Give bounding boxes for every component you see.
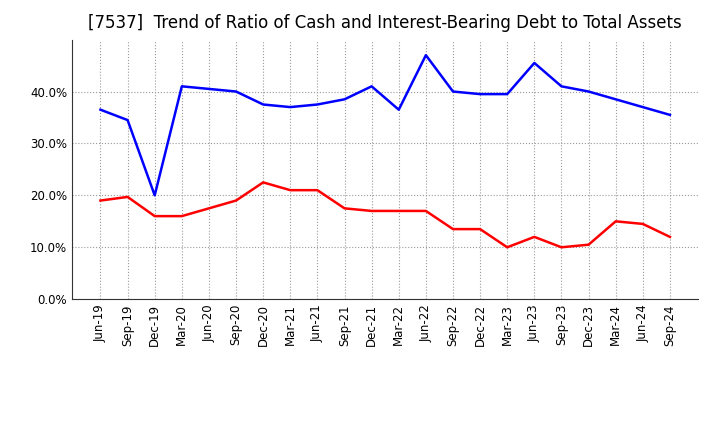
Cash <box>178 213 186 219</box>
Cash <box>286 187 294 193</box>
Interest-Bearing Debt <box>557 84 566 89</box>
Interest-Bearing Debt <box>341 97 349 102</box>
Cash <box>584 242 593 247</box>
Interest-Bearing Debt <box>367 84 376 89</box>
Interest-Bearing Debt <box>204 86 213 92</box>
Cash <box>503 245 511 250</box>
Line: Cash: Cash <box>101 182 670 247</box>
Line: Interest-Bearing Debt: Interest-Bearing Debt <box>101 55 670 195</box>
Interest-Bearing Debt <box>449 89 457 94</box>
Interest-Bearing Debt <box>476 92 485 97</box>
Cash <box>367 208 376 213</box>
Interest-Bearing Debt <box>286 104 294 110</box>
Interest-Bearing Debt <box>530 60 539 66</box>
Cash <box>123 194 132 200</box>
Interest-Bearing Debt <box>259 102 268 107</box>
Interest-Bearing Debt <box>123 117 132 123</box>
Interest-Bearing Debt <box>639 104 647 110</box>
Cash <box>665 234 674 239</box>
Cash <box>639 221 647 227</box>
Interest-Bearing Debt <box>395 107 403 112</box>
Interest-Bearing Debt <box>584 89 593 94</box>
Cash <box>204 205 213 211</box>
Interest-Bearing Debt <box>150 193 159 198</box>
Cash <box>313 187 322 193</box>
Cash <box>259 180 268 185</box>
Cash <box>150 213 159 219</box>
Cash <box>341 205 349 211</box>
Interest-Bearing Debt <box>232 89 240 94</box>
Cash <box>449 227 457 232</box>
Interest-Bearing Debt <box>503 92 511 97</box>
Cash <box>611 219 620 224</box>
Interest-Bearing Debt <box>96 107 105 112</box>
Interest-Bearing Debt <box>421 52 430 58</box>
Cash <box>421 208 430 213</box>
Cash <box>557 245 566 250</box>
Cash <box>530 234 539 239</box>
Interest-Bearing Debt <box>313 102 322 107</box>
Cash <box>232 198 240 203</box>
Interest-Bearing Debt <box>665 112 674 117</box>
Interest-Bearing Debt <box>611 97 620 102</box>
Cash <box>476 227 485 232</box>
Title: [7537]  Trend of Ratio of Cash and Interest-Bearing Debt to Total Assets: [7537] Trend of Ratio of Cash and Intere… <box>89 15 682 33</box>
Cash <box>96 198 105 203</box>
Interest-Bearing Debt <box>178 84 186 89</box>
Cash <box>395 208 403 213</box>
